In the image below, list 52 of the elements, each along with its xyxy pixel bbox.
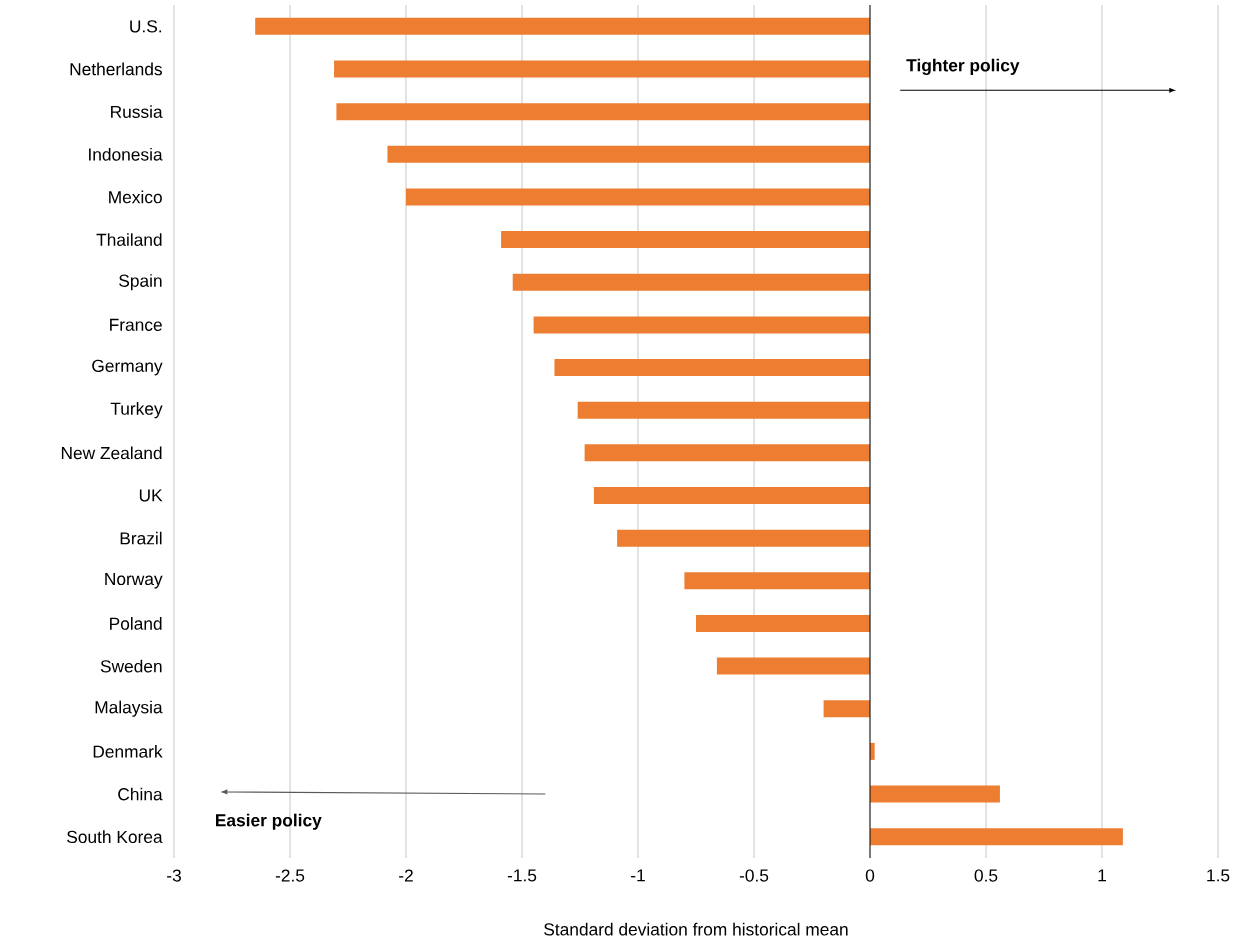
y-tick-label: Netherlands xyxy=(70,62,162,76)
y-tick-label: Denmark xyxy=(93,745,163,758)
y-tick-label: Thailand xyxy=(96,233,162,246)
bar xyxy=(501,231,870,249)
bar xyxy=(512,273,870,291)
bar xyxy=(334,60,870,78)
y-tick-label: Germany xyxy=(92,359,163,376)
x-tick-label: -1 xyxy=(631,869,645,882)
y-tick-label: Russia xyxy=(111,105,163,118)
y-tick-label: France xyxy=(110,318,162,331)
bar xyxy=(870,785,1000,803)
x-tick-label: -2 xyxy=(399,869,413,882)
y-tick-label: New Zealand xyxy=(61,446,162,460)
bar xyxy=(823,700,870,718)
bar xyxy=(406,188,870,206)
y-tick-label: Poland xyxy=(110,617,162,630)
x-axis-title: Standard deviation from historical mean xyxy=(544,922,848,936)
bar xyxy=(593,486,870,504)
y-tick-label: Brazil xyxy=(120,531,162,545)
x-tick-label: 1 xyxy=(1098,869,1106,882)
annotation: Easier policy xyxy=(215,813,322,830)
y-tick-label: Turkey xyxy=(110,402,163,419)
bar xyxy=(554,359,870,377)
annotation: Tighter policy xyxy=(906,58,1020,75)
x-tick-label: -2.5 xyxy=(275,869,305,882)
bar xyxy=(696,614,870,632)
bar xyxy=(716,657,870,675)
y-tick-label: Mexico xyxy=(109,190,162,204)
y-tick-label: U.S. xyxy=(130,20,162,33)
x-tick-label: 0.5 xyxy=(974,869,998,882)
x-tick-label: -0.5 xyxy=(739,869,769,882)
x-tick-label: 1.5 xyxy=(1207,869,1230,882)
y-tick-label: China xyxy=(118,787,163,801)
y-tick-label: Malaysia xyxy=(95,700,163,717)
y-tick-label: Spain xyxy=(119,274,162,291)
bar xyxy=(584,444,870,462)
bar xyxy=(255,17,870,35)
x-tick-label: 0 xyxy=(865,869,875,882)
y-tick-label: South Korea xyxy=(67,830,163,844)
y-tick-label: Indonesia xyxy=(89,147,163,161)
bar xyxy=(387,145,870,163)
y-tick-label: Sweden xyxy=(100,659,162,673)
bar xyxy=(533,316,870,334)
bar xyxy=(617,529,870,547)
bar xyxy=(577,401,870,419)
bar xyxy=(336,103,870,121)
x-tick-label: -3 xyxy=(167,869,181,882)
y-tick-label: Norway xyxy=(105,573,163,589)
bar xyxy=(870,828,1123,846)
y-tick-label: UK xyxy=(139,489,163,502)
x-tick-label: -1.5 xyxy=(507,869,537,882)
bar xyxy=(684,572,870,590)
